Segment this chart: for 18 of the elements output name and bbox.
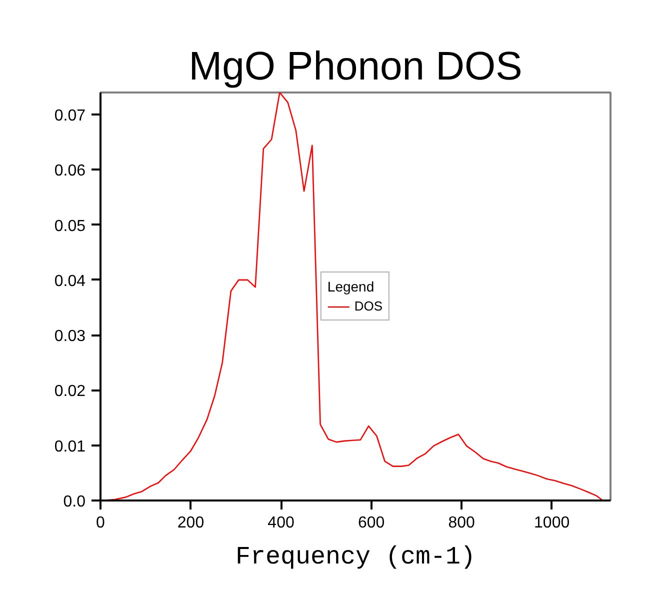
legend-title: Legend <box>327 278 376 294</box>
y-tick-label: 0.01 <box>54 438 86 456</box>
y-tick-label: 0.04 <box>54 272 86 290</box>
x-tick-label: 0 <box>96 514 106 532</box>
chart-title: MgO Phonon DOS <box>188 44 522 88</box>
x-tick-label: 200 <box>177 514 204 532</box>
y-tick-label: 0.0 <box>63 494 86 510</box>
x-tick-label: 800 <box>448 514 476 532</box>
x-tick-label: 1000 <box>534 514 570 532</box>
x-axis-title: Frequency (cm-1) <box>235 542 476 572</box>
legend-label: DOS <box>354 298 383 314</box>
y-tick-label: 0.06 <box>54 162 86 180</box>
x-tick-label: 600 <box>358 514 385 532</box>
x-tick-label: 400 <box>268 514 294 532</box>
y-tick-label: 0.03 <box>54 328 86 346</box>
y-tick-label: 0.02 <box>54 383 86 400</box>
y-tick-label: 0.05 <box>54 218 86 235</box>
y-tick-label: 0.07 <box>54 108 86 125</box>
